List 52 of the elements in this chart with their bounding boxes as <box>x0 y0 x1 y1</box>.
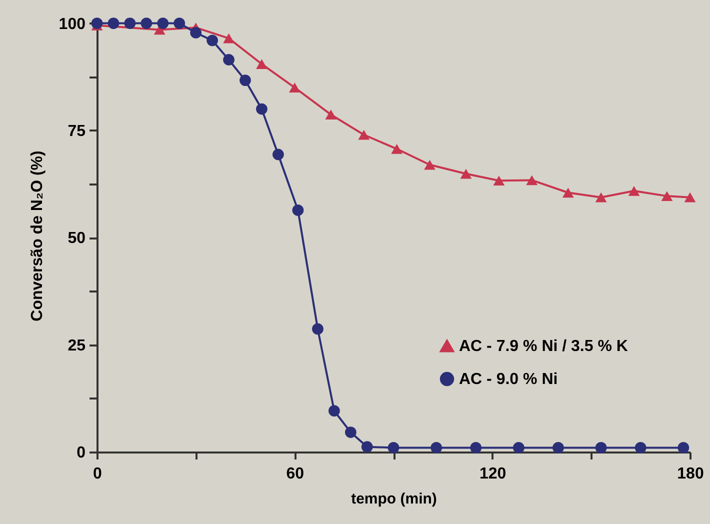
point <box>288 82 300 93</box>
x-axis-title: tempo (min) <box>351 490 437 508</box>
y-tick-label: 50 <box>68 230 86 248</box>
x-tick-label: 180 <box>677 466 704 482</box>
point <box>358 130 370 140</box>
point <box>595 192 607 202</box>
y-tick-label: 0 <box>76 444 86 462</box>
point <box>157 18 169 29</box>
point <box>174 18 186 29</box>
point <box>328 405 340 417</box>
point <box>595 442 607 454</box>
point <box>562 188 574 198</box>
point <box>470 442 482 454</box>
point <box>424 160 436 170</box>
point <box>256 103 268 115</box>
point <box>661 191 673 201</box>
y-tick-label: 25 <box>68 337 86 354</box>
point <box>388 442 400 454</box>
point <box>140 18 152 29</box>
point <box>272 148 284 160</box>
point <box>678 442 690 454</box>
point <box>628 186 640 196</box>
point <box>256 59 268 69</box>
legend-label: AC - 9.0 % Ni <box>459 371 558 388</box>
point <box>124 18 136 29</box>
point <box>325 110 337 120</box>
point <box>292 204 304 216</box>
point <box>391 144 402 154</box>
x-tick-label: 120 <box>479 466 506 482</box>
point <box>223 54 234 66</box>
point <box>684 192 696 202</box>
x-tick-label: 0 <box>93 466 102 482</box>
point <box>240 74 251 86</box>
y-axis-title: Conversão de N₂O (%) <box>28 150 46 322</box>
point <box>108 18 120 29</box>
point <box>361 441 373 453</box>
point <box>512 442 524 454</box>
y-tick-label: 75 <box>68 122 86 140</box>
point <box>634 442 646 454</box>
x-tick-label: 60 <box>286 466 304 482</box>
point <box>223 33 234 44</box>
point <box>493 176 505 186</box>
y-tick-label: 100 <box>58 16 86 33</box>
point <box>190 27 202 38</box>
legend-label: AC - 7.9 % Ni / 3.5 % K <box>459 338 628 355</box>
point <box>312 323 324 335</box>
point <box>460 168 472 179</box>
point <box>526 175 538 186</box>
point <box>344 426 356 438</box>
point <box>552 442 564 454</box>
point <box>430 442 442 454</box>
point <box>206 34 218 46</box>
